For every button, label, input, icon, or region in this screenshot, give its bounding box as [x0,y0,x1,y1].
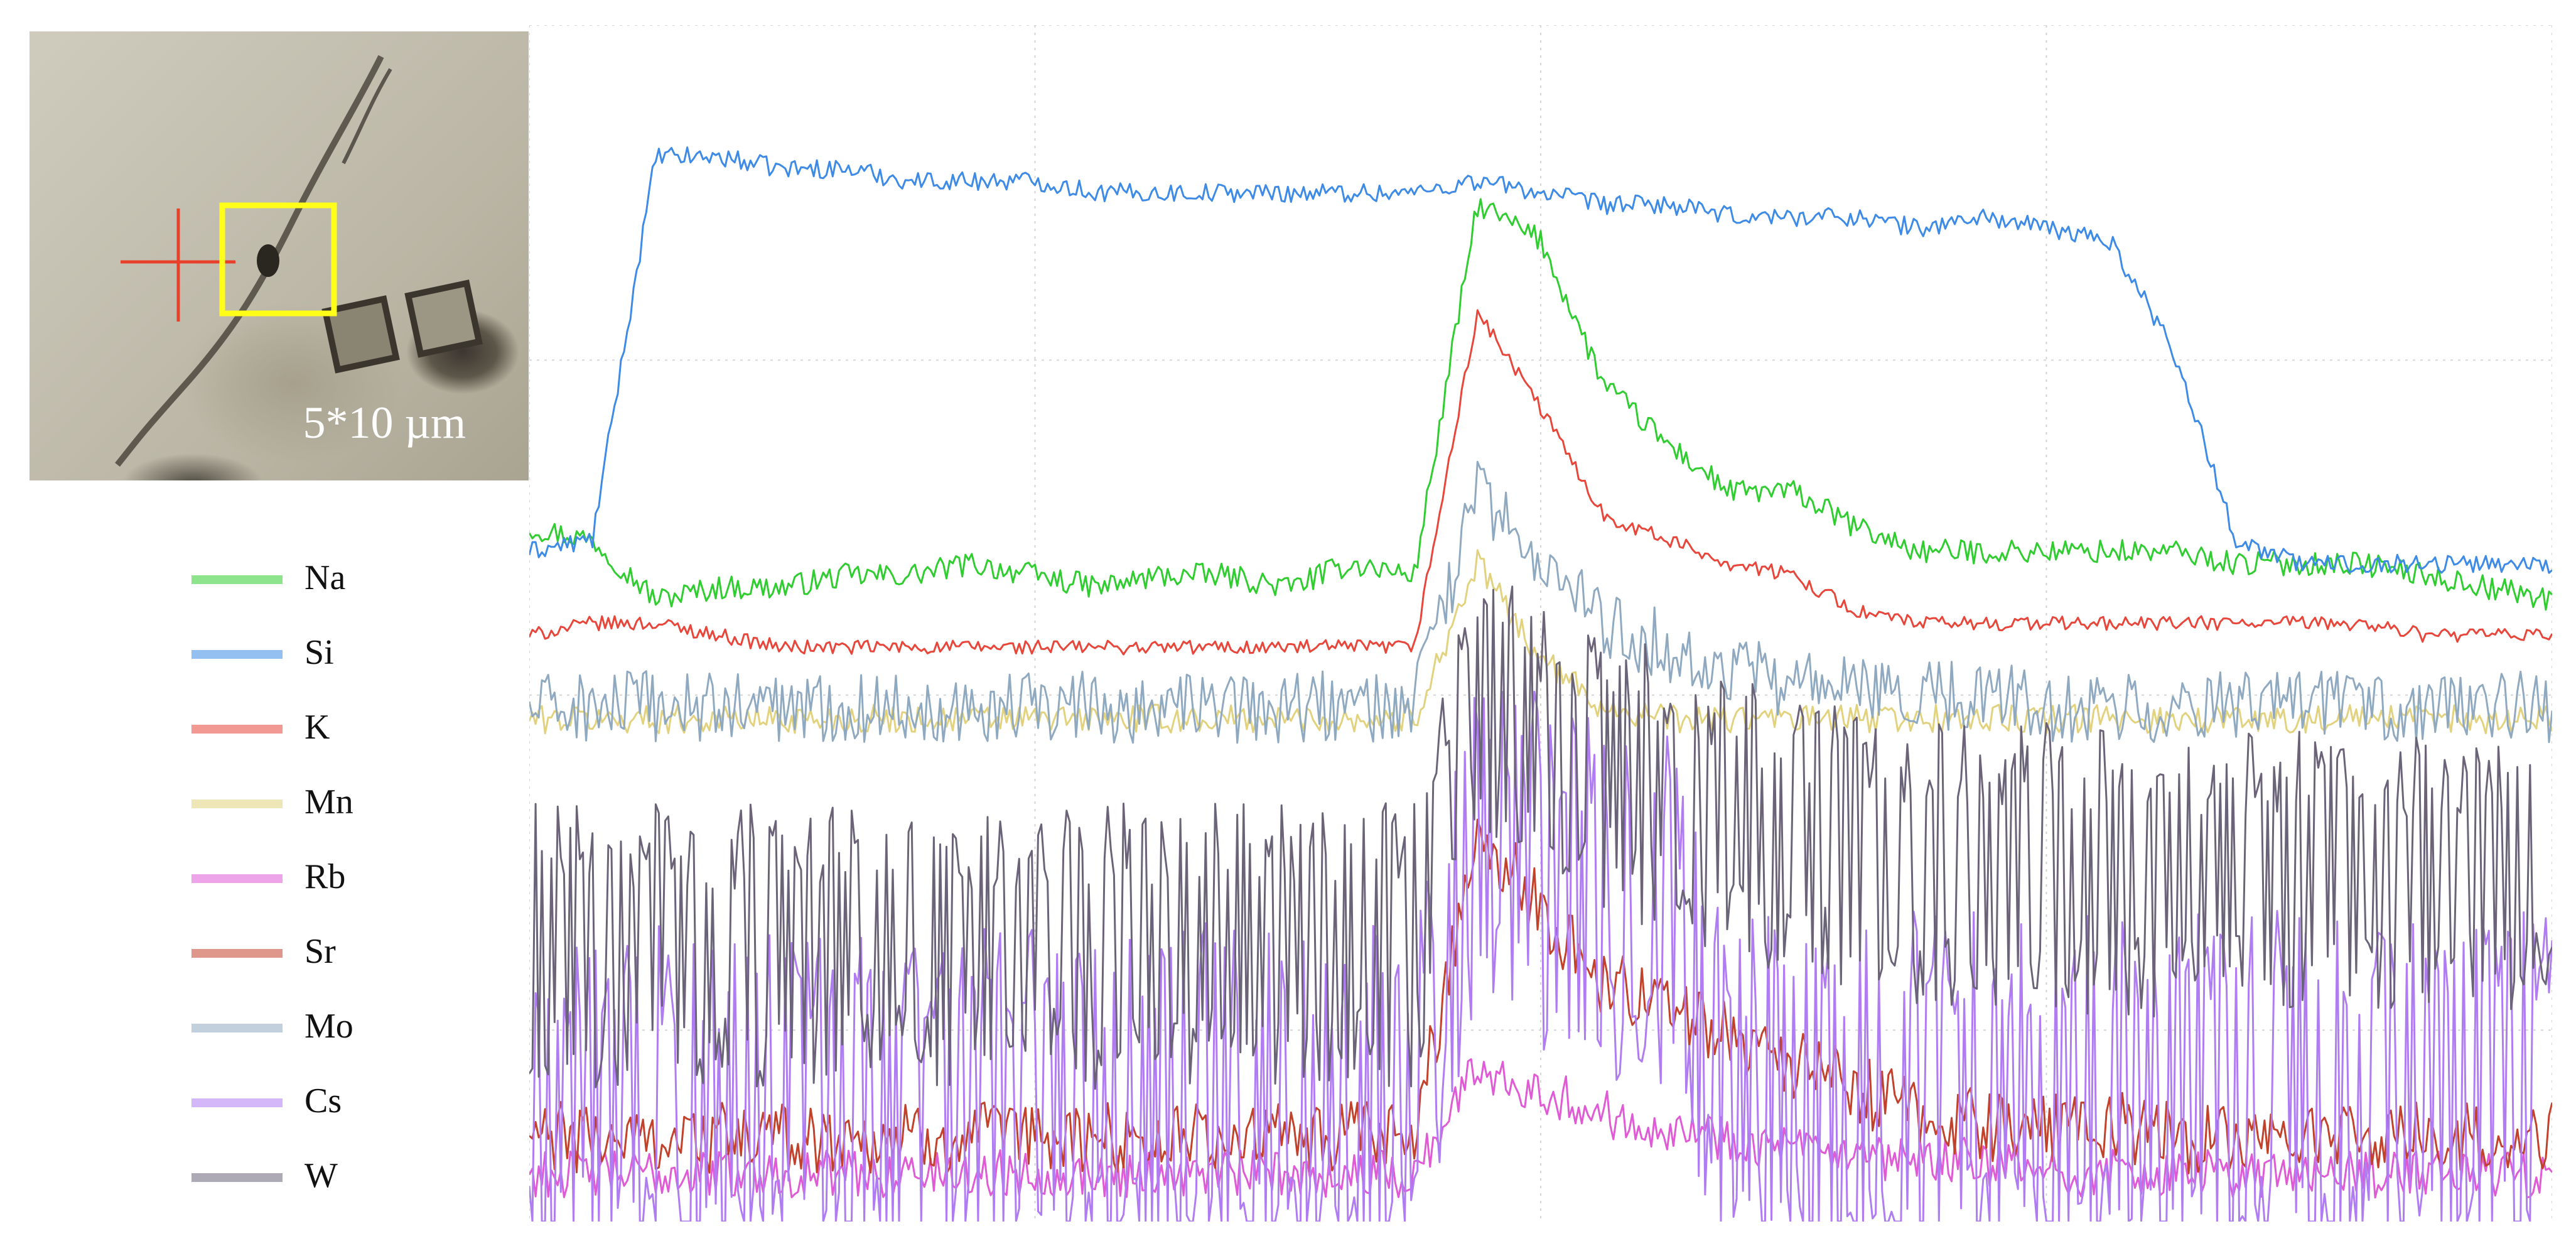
legend-swatch [191,1024,283,1032]
legend-swatch [191,874,283,883]
micrograph-overlay [115,55,483,467]
legend-label: Mn [304,783,353,821]
series-line-mo [529,460,2552,744]
legend-item-mo: Mo [191,1001,405,1051]
legend-label: Sr [304,932,336,971]
series-line-si [529,146,2552,574]
chart-plot-area [529,25,2552,1222]
series-line-cs [529,690,2552,1222]
legend-item-cs: Cs [191,1076,405,1126]
legend-label: Mo [304,1007,353,1046]
legend-label: Cs [304,1081,342,1120]
legend-item-na: Na [191,553,405,603]
inclusion-shape [257,244,279,277]
crystal-shape-right [404,279,483,358]
analysis-area-box [219,202,337,317]
legend-swatch [191,575,283,584]
legend-swatch [191,1173,283,1182]
legend-label: W [304,1156,338,1195]
legend-swatch [191,949,283,958]
chart-series [529,146,2552,1222]
crystal-shape-left [321,295,400,374]
legend-label: Si [304,633,334,672]
chart-legend: Na Si K Mn Rb Sr Mo Cs W [191,553,405,1195]
series-line-na [529,198,2552,611]
legend-item-mn: Mn [191,777,405,827]
scale-label: 5*10 µm [303,398,466,448]
legend-label: K [304,708,330,747]
legend-item-si: Si [191,627,405,678]
legend-swatch [191,725,283,734]
legend-item-rb: Rb [191,852,405,902]
series-line-w [529,585,2552,1090]
legend-item-w: W [191,1151,405,1201]
legend-label: Na [304,558,346,597]
series-line-rb [529,1058,2552,1199]
legend-item-k: K [191,702,405,752]
series-line-sr [529,818,2552,1175]
legend-item-sr: Sr [191,926,405,977]
legend-swatch [191,650,283,659]
series-line-k [529,309,2552,656]
legend-swatch [191,799,283,808]
legend-label: Rb [304,857,346,896]
legend-swatch [191,1098,283,1107]
micrograph-image: 5*10 µm [30,31,529,480]
